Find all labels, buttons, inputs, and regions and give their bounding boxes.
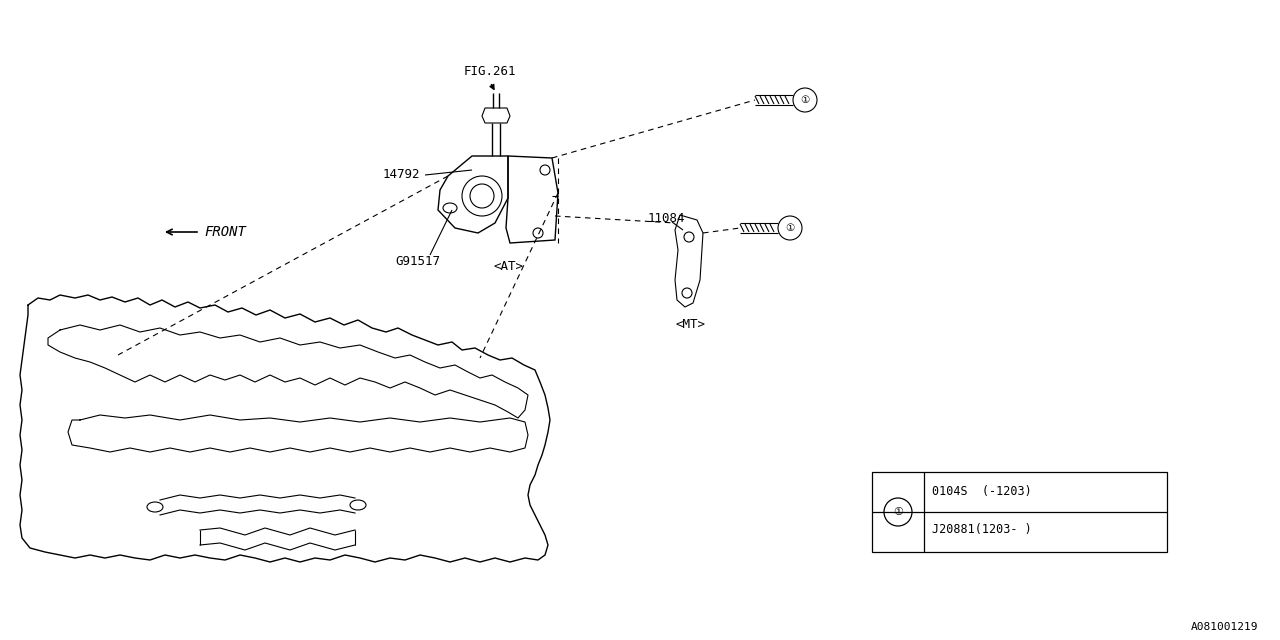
- Text: G91517: G91517: [396, 255, 440, 268]
- Text: ①: ①: [893, 507, 902, 517]
- Text: <AT>: <AT>: [493, 260, 524, 273]
- Text: 0104S  (-1203): 0104S (-1203): [932, 486, 1032, 499]
- Text: A081001219: A081001219: [1190, 622, 1258, 632]
- Text: 14792: 14792: [383, 168, 420, 182]
- Text: <MT>: <MT>: [675, 318, 705, 331]
- Text: 11084: 11084: [648, 211, 686, 225]
- Text: ①: ①: [786, 223, 795, 233]
- Bar: [872, 472, 1167, 552]
- Text: J20881(1203- ): J20881(1203- ): [932, 524, 1032, 536]
- Text: FIG.261: FIG.261: [463, 65, 516, 78]
- Text: FRONT: FRONT: [204, 225, 246, 239]
- Text: ①: ①: [800, 95, 810, 105]
